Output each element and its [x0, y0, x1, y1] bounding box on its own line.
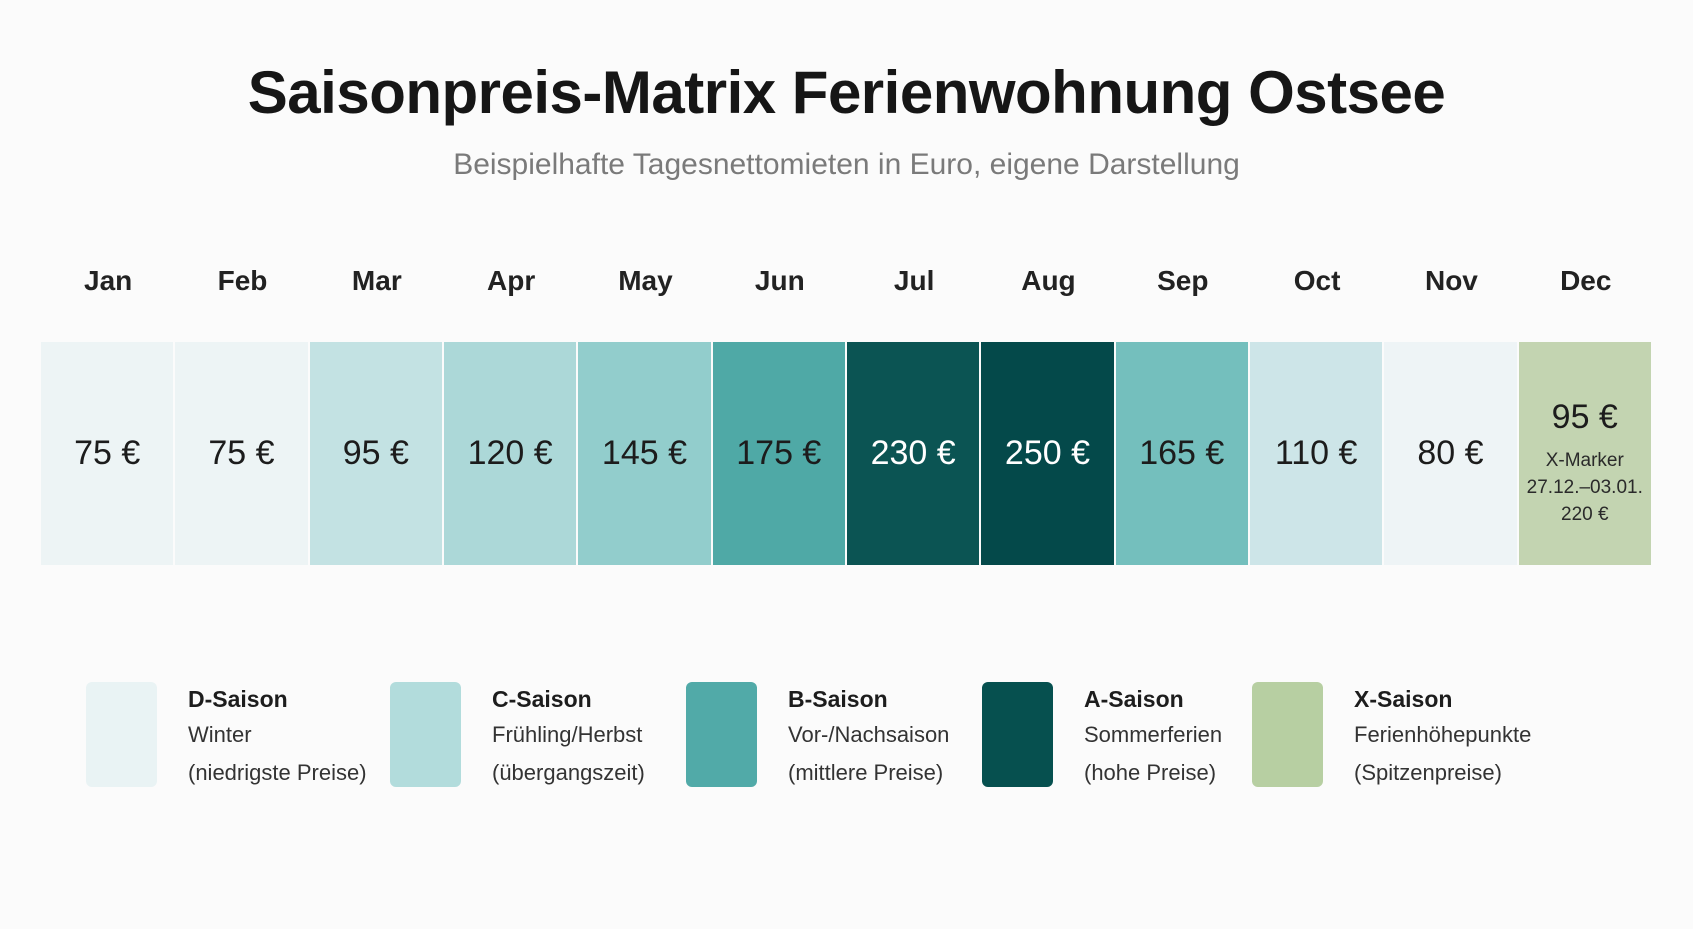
- legend-description: Vor-/Nachsaison: [788, 722, 950, 747]
- month-header-row: Jan Feb Mar Apr May Jun Jul Aug Sep Oct Nov Dec: [41, 265, 1653, 315]
- legend-swatch: [86, 682, 157, 787]
- month-label-mar: Mar: [351, 265, 402, 296]
- month-label-jan: Jan: [84, 265, 133, 296]
- price-matrix: 75 € 75 € 95 € 120 € 145 € 175 € 230 € 250 € 165…: [41, 342, 1653, 565]
- price-cell-apr: 120 €: [443, 342, 577, 565]
- chart-subtitle: Beispielhafte Tagesnettomieten in Euro, …: [453, 148, 1240, 181]
- price-value: 230 €: [870, 434, 956, 472]
- price-value: 75 €: [74, 434, 141, 472]
- price-value: 80 €: [1417, 434, 1484, 472]
- legend-description: Winter: [188, 722, 252, 747]
- legend-text: A-Saison Sommerferien (hohe Preise): [1084, 682, 1324, 792]
- month-label-jun: Jun: [754, 265, 805, 296]
- price-cell-oct: 110 €: [1249, 342, 1383, 565]
- price-cell-nov: 80 €: [1384, 342, 1517, 565]
- price-cell-may: 145 €: [578, 342, 711, 565]
- price-cell-jan: 75 €: [41, 342, 174, 565]
- legend-text: X-Saison Ferienhöhepunkte (Spitzenpreise): [1354, 682, 1594, 792]
- price-value: 110 €: [1274, 434, 1358, 472]
- x-marker-line: 220 €: [1561, 504, 1609, 525]
- month-label-jul: Jul: [893, 265, 935, 296]
- legend-text: D-Saison Winter (niedrigste Preise): [188, 682, 428, 792]
- price-cell-sep: 165 €: [1115, 342, 1248, 565]
- price-value: 75 €: [208, 434, 275, 472]
- legend-description: (hohe Preise): [1084, 760, 1217, 785]
- legend-name: C-Saison: [492, 686, 592, 712]
- month-label-sep: Sep: [1157, 265, 1209, 296]
- chart-title: Saisonpreis-Matrix Ferienwohnung Ostsee: [247, 59, 1446, 126]
- legend-description: Ferienhöhepunkte: [1354, 722, 1532, 747]
- price-value: 165 €: [1139, 434, 1225, 472]
- legend-description: Frühling/Herbst: [492, 722, 643, 747]
- legend-swatch: [1252, 682, 1323, 787]
- price-cell-jul: 230 €: [846, 342, 980, 565]
- x-marker-line: X-Marker: [1545, 450, 1624, 471]
- legend-text: B-Saison Vor-/Nachsaison (mittlere Preise): [788, 682, 1028, 792]
- price-value: 95 €: [1551, 398, 1618, 436]
- x-marker-line: 27.12.–03.01.: [1526, 477, 1643, 498]
- price-value: 120 €: [467, 434, 553, 472]
- month-label-oct: Oct: [1293, 265, 1341, 296]
- legend-text: C-Saison Frühling/Herbst (übergangszeit): [492, 682, 732, 792]
- legend-description: (übergangszeit): [492, 760, 645, 785]
- month-label-aug: Aug: [1021, 265, 1076, 296]
- legend-name: X-Saison: [1354, 686, 1453, 712]
- month-label-dec: Dec: [1560, 265, 1612, 296]
- month-label-feb: Feb: [217, 265, 268, 296]
- legend-name: A-Saison: [1084, 686, 1184, 712]
- legend-description: (Spitzenpreise): [1354, 760, 1502, 785]
- legend-swatch: [982, 682, 1053, 787]
- month-label-apr: Apr: [487, 265, 536, 296]
- legend-swatch: [390, 682, 461, 787]
- legend-description: (mittlere Preise): [788, 760, 944, 785]
- month-label-nov: Nov: [1424, 265, 1478, 296]
- season-legend: D-Saison Winter (niedrigste Preise) C-Saiso…: [86, 682, 1666, 792]
- price-cell-jun: 175 €: [712, 342, 845, 565]
- legend-name: B-Saison: [788, 686, 888, 712]
- price-cell-mar: 95 €: [309, 342, 442, 565]
- price-cell-aug: 250 €: [981, 342, 1114, 565]
- price-value: 95 €: [342, 434, 409, 472]
- legend-description: (niedrigste Preise): [188, 760, 367, 785]
- price-cell-feb: 75 €: [175, 342, 308, 565]
- legend-description: Sommerferien: [1084, 722, 1223, 747]
- price-value: 145 €: [601, 434, 688, 472]
- month-label-may: May: [618, 265, 673, 296]
- legend-name: D-Saison: [188, 686, 288, 712]
- legend-swatch: [686, 682, 757, 787]
- price-cell-dec: 95 € X-Marker 27.12.–03.01. 220 €: [1518, 342, 1651, 565]
- price-value: 250 €: [1004, 434, 1090, 472]
- price-value: 175 €: [736, 434, 822, 472]
